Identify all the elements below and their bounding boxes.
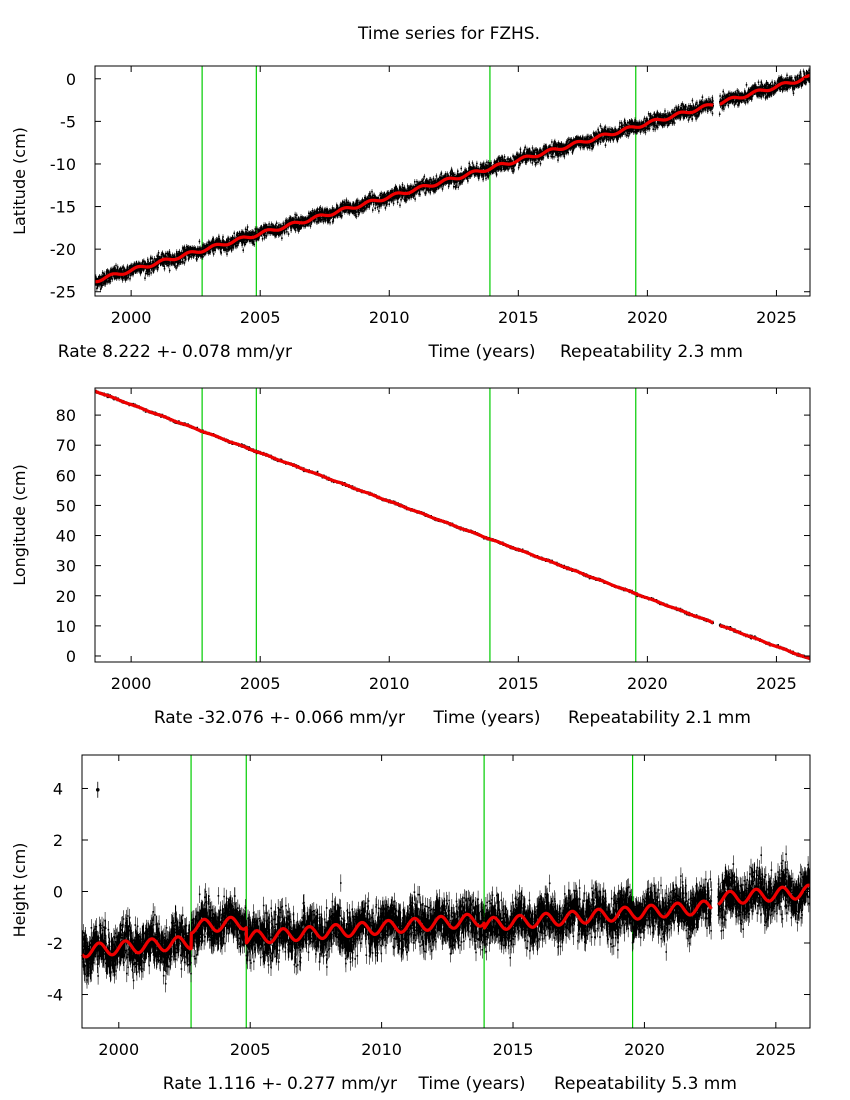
latitude-repeatability-text: Repeatability 2.3 mm (560, 342, 743, 362)
latitude-xtick-label-1: 2005 (240, 308, 281, 327)
height-xtick-label-1: 2005 (230, 1040, 271, 1059)
height-xtick-label-2: 2010 (361, 1040, 402, 1059)
longitude-ytick-label-1: 10 (56, 617, 76, 636)
latitude-x-label: Time (years) (427, 342, 535, 362)
longitude-ytick-label-4: 40 (56, 527, 76, 546)
height-y-label: Height (cm) (10, 843, 29, 938)
longitude-xtick-label-4: 2020 (627, 674, 668, 693)
figure-title: Time series for FZHS. (357, 24, 540, 44)
longitude-xtick-label-2: 2010 (369, 674, 410, 693)
height-ytick-label-0: 4 (53, 779, 63, 798)
latitude-xtick-label-2: 2010 (369, 308, 410, 327)
height-xtick-label-0: 2000 (98, 1040, 139, 1059)
longitude-xtick-label-3: 2015 (498, 674, 539, 693)
longitude-plot-frame (94, 387, 811, 663)
longitude-ytick-label-3: 30 (56, 557, 76, 576)
height-xtick-label-5: 2025 (755, 1040, 796, 1059)
longitude-y-label: Longitude (cm) (10, 464, 29, 586)
height-rate-text: Rate 1.116 +- 0.277 mm/yr (163, 1074, 397, 1094)
height-ytick-label-4: -4 (47, 986, 63, 1005)
height-ytick-label-1: 2 (53, 831, 63, 850)
longitude-ytick-label-2: 20 (56, 587, 76, 606)
latitude-ytick-label-2: -10 (50, 155, 76, 174)
latitude-xtick-label-0: 2000 (111, 308, 152, 327)
height-xtick-label-4: 2020 (624, 1040, 665, 1059)
latitude-xtick-label-5: 2025 (756, 308, 797, 327)
longitude-ytick-label-8: 80 (56, 406, 76, 425)
height-xtick-label-3: 2015 (493, 1040, 534, 1059)
height-panel: 2000 2005 2010 2015 2020 2025 4 2 0 -2 -4 Height (… (10, 754, 812, 1094)
longitude-ytick-label-6: 60 (56, 466, 76, 485)
longitude-ytick-label-5: 50 (56, 496, 76, 515)
longitude-model-line (93, 389, 812, 661)
longitude-rate-text: Rate -32.076 +- 0.066 mm/yr (154, 708, 405, 728)
latitude-ytick-label-0: 0 (66, 70, 76, 89)
latitude-ytick-label-5: -25 (50, 283, 76, 302)
latitude-ytick-label-4: -20 (50, 240, 76, 259)
height-ytick-label-3: -2 (47, 934, 63, 953)
latitude-rate-text: Rate 8.222 +- 0.078 mm/yr (58, 342, 292, 362)
latitude-xtick-label-3: 2015 (498, 308, 539, 327)
height-model-line (80, 883, 812, 959)
height-x-label: Time (years) (417, 1074, 525, 1094)
height-repeatability-text: Repeatability 5.3 mm (554, 1074, 737, 1094)
height-outlier-0 (95, 787, 100, 792)
longitude-repeatability-text: Repeatability 2.1 mm (568, 708, 751, 728)
longitude-ytick-label-7: 70 (56, 436, 76, 455)
longitude-xtick-label-5: 2025 (756, 674, 797, 693)
latitude-panel: 2000 2005 2010 2015 2020 20250-5-10-15-20-25 … (10, 65, 812, 362)
longitude-xtick-label-0: 2000 (111, 674, 152, 693)
latitude-plot-frame (94, 65, 811, 297)
latitude-y-label: Latitude (cm) (10, 127, 29, 235)
latitude-xtick-label-4: 2020 (627, 308, 668, 327)
latitude-ytick-label-3: -15 (50, 198, 76, 217)
height-ytick-label-2: 0 (53, 883, 63, 902)
latitude-ytick-label-1: -5 (60, 112, 76, 131)
longitude-panel: 2000 2005 2010 2015 2020 2025 0 10 20 30 40 50 60 70 8… (10, 387, 812, 728)
longitude-ytick-label-0: 0 (66, 647, 76, 666)
longitude-xtick-label-1: 2005 (240, 674, 281, 693)
longitude-x-label: Time (years) (432, 708, 540, 728)
latitude-model-line (93, 73, 812, 284)
